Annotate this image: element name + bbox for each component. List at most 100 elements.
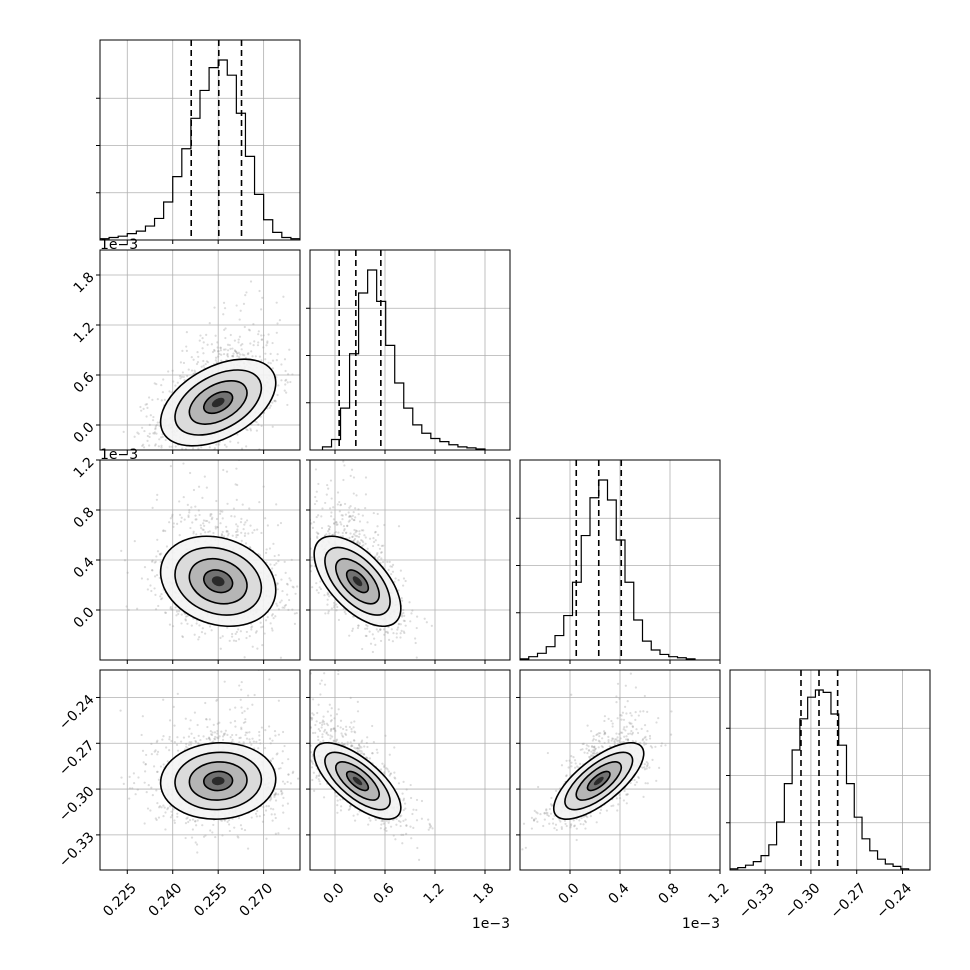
scatter-point bbox=[401, 599, 404, 602]
scatter-point bbox=[167, 370, 170, 373]
scatter-point bbox=[202, 352, 205, 355]
scatter-point bbox=[249, 342, 252, 345]
scatter-point bbox=[286, 381, 289, 384]
scatter-point bbox=[364, 506, 367, 510]
scatter-point bbox=[327, 524, 330, 528]
scatter-point bbox=[152, 432, 155, 435]
scatter-point bbox=[206, 361, 210, 364]
scatter-point bbox=[205, 486, 208, 489]
scatter-point bbox=[122, 430, 125, 433]
scatter-point bbox=[316, 535, 319, 538]
scatter-point bbox=[277, 554, 280, 557]
scatter-point bbox=[382, 628, 386, 631]
scatter-point bbox=[149, 414, 152, 417]
scatter-point bbox=[184, 615, 188, 618]
scatter-point bbox=[356, 626, 360, 630]
scatter-point bbox=[260, 626, 263, 629]
scatter-point bbox=[285, 378, 288, 381]
scatter-point bbox=[195, 622, 198, 625]
scatter-point bbox=[332, 518, 336, 521]
scatter-point bbox=[361, 544, 364, 548]
scatter-point bbox=[275, 331, 278, 334]
scatter-point bbox=[128, 797, 131, 800]
scatter-point bbox=[335, 521, 338, 524]
scatter-point bbox=[293, 622, 297, 626]
scatter-point bbox=[220, 534, 224, 537]
scatter-point bbox=[146, 588, 149, 591]
scatter-point bbox=[176, 815, 179, 818]
scatter-point bbox=[287, 608, 290, 612]
scatter-point bbox=[336, 503, 339, 506]
scatter-point bbox=[220, 819, 223, 822]
scatter-point bbox=[248, 741, 252, 744]
scatter-point bbox=[209, 730, 212, 733]
scatter-point bbox=[151, 559, 154, 562]
histogram-panel bbox=[100, 40, 300, 240]
scatter-point bbox=[357, 541, 360, 544]
scatter-point bbox=[245, 737, 249, 740]
scatter-point bbox=[252, 323, 255, 326]
scatter-point bbox=[258, 501, 261, 504]
scatter-point bbox=[259, 621, 262, 624]
scatter-point bbox=[170, 391, 173, 394]
scatter-point bbox=[248, 507, 251, 510]
scatter-point bbox=[214, 527, 217, 530]
scatter-point bbox=[356, 535, 359, 538]
scatter-point bbox=[393, 580, 396, 584]
scatter-point bbox=[192, 530, 195, 533]
scatter-point bbox=[198, 513, 201, 517]
histogram-panel bbox=[730, 670, 930, 870]
scatter-point bbox=[330, 497, 333, 500]
panel-frame bbox=[99, 39, 301, 241]
scatter-point bbox=[250, 743, 253, 746]
scatter-point bbox=[351, 627, 355, 630]
scatter-point bbox=[349, 505, 352, 508]
scatter-point bbox=[217, 355, 220, 358]
scatter-point bbox=[335, 523, 338, 526]
scatter-point bbox=[310, 570, 313, 573]
scatter-point bbox=[274, 557, 276, 559]
scatter-point bbox=[307, 514, 309, 516]
scatter-point bbox=[204, 519, 207, 522]
scatter-point bbox=[189, 526, 192, 530]
scatter-point bbox=[301, 538, 303, 540]
scatter-point bbox=[214, 359, 217, 362]
scatter-point bbox=[276, 588, 279, 591]
scatter-point bbox=[335, 609, 338, 612]
scatter-point bbox=[266, 524, 269, 527]
scatter-point bbox=[177, 612, 180, 616]
scatter-point bbox=[275, 358, 278, 362]
scatter-point bbox=[245, 519, 249, 522]
scatter-point bbox=[313, 502, 317, 506]
scatter-point bbox=[154, 593, 157, 597]
scatter-point bbox=[289, 486, 291, 488]
scatter-point bbox=[333, 604, 336, 607]
scatter-point bbox=[310, 522, 313, 525]
scatter-point bbox=[375, 553, 379, 556]
scatter-point bbox=[231, 738, 234, 741]
scatter-point bbox=[143, 429, 146, 433]
scatter-point bbox=[157, 816, 161, 819]
scatter-point bbox=[154, 608, 158, 611]
scatter-point bbox=[155, 573, 159, 577]
scatter-point bbox=[160, 399, 163, 402]
scatter-point bbox=[171, 515, 174, 518]
scatter-point bbox=[390, 565, 394, 568]
scatter-point bbox=[395, 636, 398, 639]
scatter-point bbox=[336, 605, 339, 609]
scatter-point bbox=[357, 513, 360, 516]
scatter-point bbox=[238, 684, 241, 687]
scatter-point bbox=[376, 512, 379, 516]
scatter-point bbox=[229, 721, 232, 724]
scatter-point bbox=[255, 421, 258, 424]
density-fill bbox=[211, 576, 225, 587]
scatter-point bbox=[146, 578, 149, 581]
scatter-point bbox=[372, 537, 375, 540]
scatter-point bbox=[200, 631, 204, 634]
scatter-point bbox=[315, 582, 318, 585]
scatter-point bbox=[353, 539, 356, 542]
scatter-point bbox=[226, 820, 229, 824]
scatter-point bbox=[342, 478, 345, 482]
scatter-point bbox=[187, 368, 190, 371]
scatter-point bbox=[243, 710, 246, 713]
